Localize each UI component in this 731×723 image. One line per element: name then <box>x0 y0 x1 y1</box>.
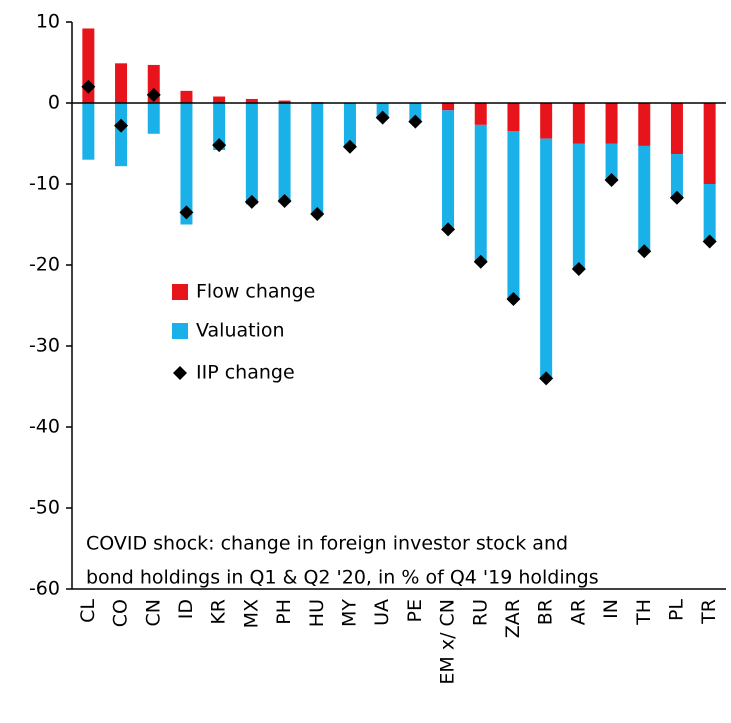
bar-segment <box>703 184 716 243</box>
bar-segment <box>474 103 487 125</box>
x-tick-label: MY <box>338 599 360 627</box>
x-tick-label: CL <box>77 599 99 623</box>
y-tick-label: -10 <box>29 173 60 195</box>
x-tick-label: IN <box>600 599 622 619</box>
bar-segment <box>540 103 553 139</box>
y-tick-label: -20 <box>29 254 60 276</box>
x-tick-label: CO <box>110 599 132 627</box>
x-tick-label: TH <box>633 599 655 626</box>
x-tick-label: PL <box>665 599 687 621</box>
bar-segment <box>638 103 651 146</box>
bar-segment <box>180 103 193 225</box>
x-tick-label: ID <box>175 599 197 619</box>
x-tick-label: BR <box>535 599 557 625</box>
marker <box>702 234 717 249</box>
marker <box>114 118 129 133</box>
bar-segment <box>507 131 520 300</box>
bar-segment <box>115 103 128 167</box>
marker <box>408 114 423 129</box>
marker <box>669 190 684 205</box>
y-tick-label: -40 <box>29 416 60 438</box>
bar-segment <box>572 143 585 270</box>
bar-segment <box>278 103 291 203</box>
bar-segment <box>605 143 618 180</box>
bar-segment <box>507 103 520 132</box>
legend-marker <box>173 366 187 380</box>
x-tick-label: KR <box>208 599 230 625</box>
annotation: COVID shock: change in foreign investor … <box>86 533 568 555</box>
x-tick-label: PE <box>404 599 426 622</box>
x-tick-label: AR <box>567 599 589 625</box>
bar-segment <box>147 103 160 134</box>
bar-segment <box>311 103 324 215</box>
bar-segment <box>670 154 683 199</box>
x-tick-label: RU <box>469 599 491 626</box>
legend-label: Flow change <box>196 281 315 303</box>
bar-segment <box>670 103 683 155</box>
bar-segment <box>703 103 716 184</box>
legend-swatch <box>172 284 188 300</box>
x-tick-label: HU <box>306 599 328 627</box>
bar-segment <box>605 103 618 144</box>
x-tick-label: EM x/ CN <box>437 599 459 685</box>
marker <box>179 205 194 220</box>
marker <box>571 262 586 277</box>
annotation: bond holdings in Q1 & Q2 '20, in % of Q4… <box>86 567 599 589</box>
marker <box>539 371 554 386</box>
marker <box>441 222 456 237</box>
marker <box>637 244 652 259</box>
legend-swatch <box>172 323 188 339</box>
marker <box>244 194 259 209</box>
bar-segment <box>213 103 226 150</box>
marker <box>604 172 619 187</box>
bar-segment <box>245 103 258 205</box>
bar-segment <box>572 103 585 144</box>
bar-segment <box>343 103 356 148</box>
marker <box>212 138 227 153</box>
bar-segment <box>474 124 487 261</box>
x-tick-label: ZAR <box>502 599 524 638</box>
x-tick-label: MX <box>240 599 262 628</box>
legend-label: IIP change <box>196 362 295 384</box>
x-tick-label: CN <box>142 599 164 626</box>
bar-segment <box>638 145 651 252</box>
bar-segment <box>180 90 193 103</box>
marker <box>277 194 292 209</box>
bar-segment <box>245 98 258 103</box>
bar-segment <box>115 63 128 103</box>
x-tick-label: PH <box>273 599 295 625</box>
marker <box>473 254 488 269</box>
legend-label: Valuation <box>196 320 285 342</box>
bar-segment <box>82 103 95 160</box>
y-tick-label: -50 <box>29 497 60 519</box>
bar-segment <box>442 110 455 228</box>
bar-segment <box>540 138 553 378</box>
x-tick-label: UA <box>371 599 393 626</box>
bar-segment <box>213 96 226 103</box>
y-tick-label: 0 <box>48 92 60 114</box>
y-tick-label: -30 <box>29 335 60 357</box>
bar-segment <box>278 100 291 103</box>
marker <box>375 110 390 125</box>
marker <box>310 206 325 221</box>
marker <box>146 87 161 102</box>
marker <box>506 292 521 307</box>
y-tick-label: -60 <box>29 578 60 600</box>
marker <box>81 79 96 94</box>
marker <box>342 139 357 154</box>
bar-segment <box>442 103 455 111</box>
x-tick-label: TR <box>698 599 720 625</box>
y-tick-label: 10 <box>36 11 60 33</box>
